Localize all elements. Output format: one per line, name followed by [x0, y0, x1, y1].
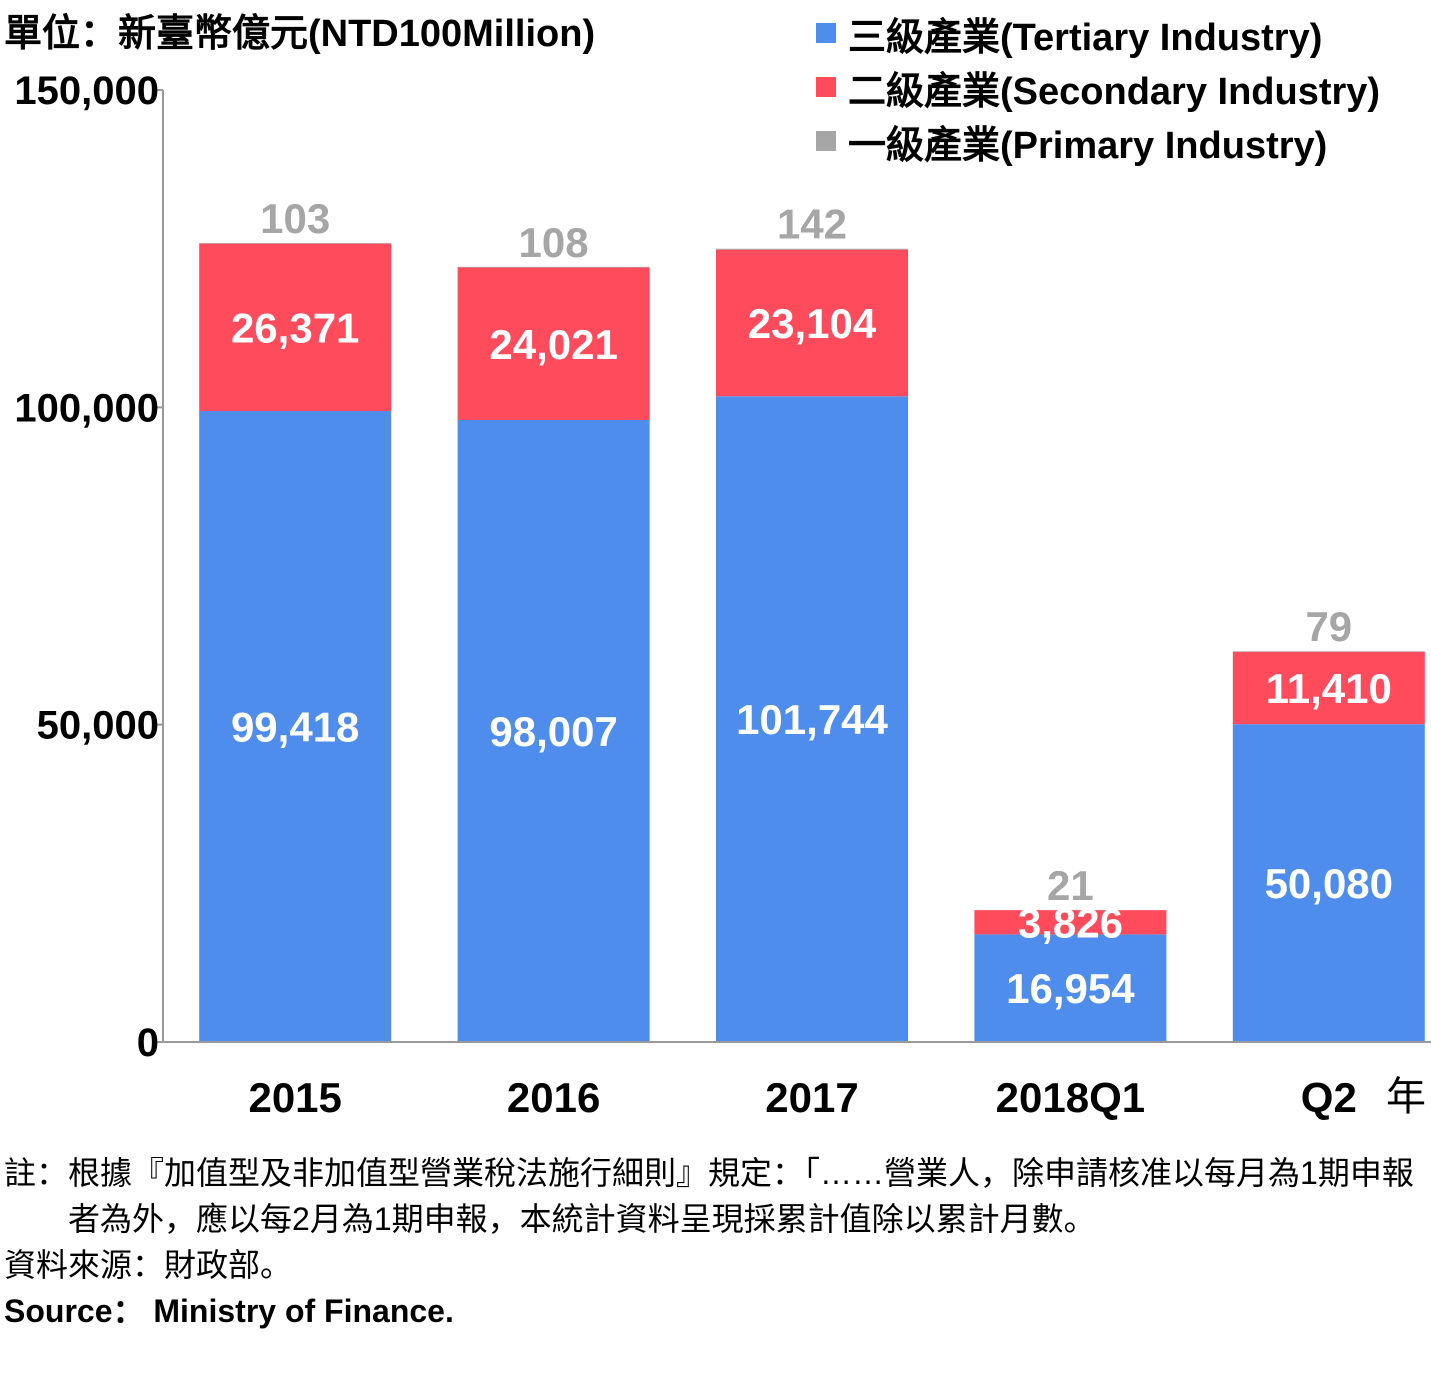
bar-secondary [457, 267, 650, 420]
legend-item-secondary: 二級產業(Secondary Industry) [816, 60, 1380, 114]
data-label-secondary: 26,371 [231, 304, 359, 351]
legend-label-primary: 一級產業(Primary Industry) [848, 124, 1328, 167]
x-tick-label: 2017 [765, 1074, 858, 1121]
bar-tertiary [974, 934, 1167, 1042]
data-label-tertiary: 101,744 [736, 696, 888, 743]
bar-primary [199, 243, 392, 244]
data-label-primary: 79 [1305, 603, 1352, 650]
bar-secondary [716, 249, 908, 397]
notes: 註： 根據『加值型及非加值型營業稅法施行細則』規定：「……營業人，除申請核准以每… [4, 1150, 1428, 1334]
bar-primary [457, 266, 650, 268]
legend: 三級產業(Tertiary Industry) 二級產業(Secondary I… [816, 6, 1380, 168]
x-tick-label: 2016 [507, 1074, 600, 1121]
x-tick-label: Q2 [1301, 1074, 1357, 1121]
note-prefix: 註： [4, 1155, 69, 1191]
data-label-secondary: 11,410 [1266, 665, 1392, 712]
note-row: 註： 根據『加值型及非加值型營業稅法施行細則』規定：「……營業人，除申請核准以每… [4, 1150, 1428, 1242]
unit-label: 單位：新臺幣億元(NTD100Million) [4, 13, 596, 55]
data-label-primary: 142 [777, 201, 847, 248]
legend-label-tertiary: 三級產業(Tertiary Industry) [848, 16, 1323, 59]
bar-secondary [1232, 651, 1425, 725]
data-label-secondary: 3,826 [1018, 899, 1123, 946]
bar-secondary [199, 243, 392, 412]
bar-tertiary [716, 396, 908, 1042]
bar-primary [716, 248, 908, 250]
x-tick-label: 2018Q1 [996, 1074, 1145, 1121]
legend-swatch-primary [816, 131, 836, 151]
y-tick-label: 0 [137, 1021, 159, 1065]
data-label-primary: 108 [519, 219, 589, 266]
stacked-bar-chart: 0 50,000 100,000 150,000 99,418 26,371 103 2015… [14, 69, 1431, 1121]
legend-swatch-secondary [816, 77, 836, 97]
legend-label-secondary: 二級產業(Secondary Industry) [848, 70, 1381, 113]
source-en: Source： Ministry of Finance. [4, 1293, 454, 1329]
x-tick-label: 2015 [248, 1074, 341, 1121]
data-label-secondary: 24,021 [489, 321, 617, 368]
y-tick-label: 50,000 [37, 704, 159, 748]
y-tick-label: 150,000 [14, 69, 159, 113]
data-label-tertiary: 98,007 [489, 708, 617, 755]
data-label-tertiary: 16,954 [1006, 965, 1135, 1012]
bar-secondary [974, 910, 1167, 935]
source-zh: 資料來源：財政部。 [4, 1247, 293, 1283]
x-unit-label: 年 [1386, 1075, 1426, 1119]
data-label-tertiary: 50,080 [1265, 860, 1393, 907]
data-label-tertiary: 99,418 [231, 704, 359, 751]
note-text: 根據『加值型及非加值型營業稅法施行細則』規定：「……營業人，除申請核准以每月為1… [68, 1155, 1414, 1237]
bar-tertiary [199, 411, 392, 1042]
y-tick-label: 100,000 [14, 386, 159, 430]
legend-swatch-tertiary [816, 23, 836, 43]
bar-tertiary [457, 419, 650, 1042]
legend-item-primary: 一級產業(Primary Industry) [816, 114, 1380, 168]
bar-primary [1232, 651, 1425, 652]
data-label-secondary: 23,104 [748, 300, 877, 347]
data-label-primary: 21 [1047, 862, 1094, 909]
bar-tertiary [1232, 724, 1425, 1042]
legend-item-tertiary: 三級產業(Tertiary Industry) [816, 6, 1380, 60]
data-label-primary: 103 [260, 195, 330, 242]
